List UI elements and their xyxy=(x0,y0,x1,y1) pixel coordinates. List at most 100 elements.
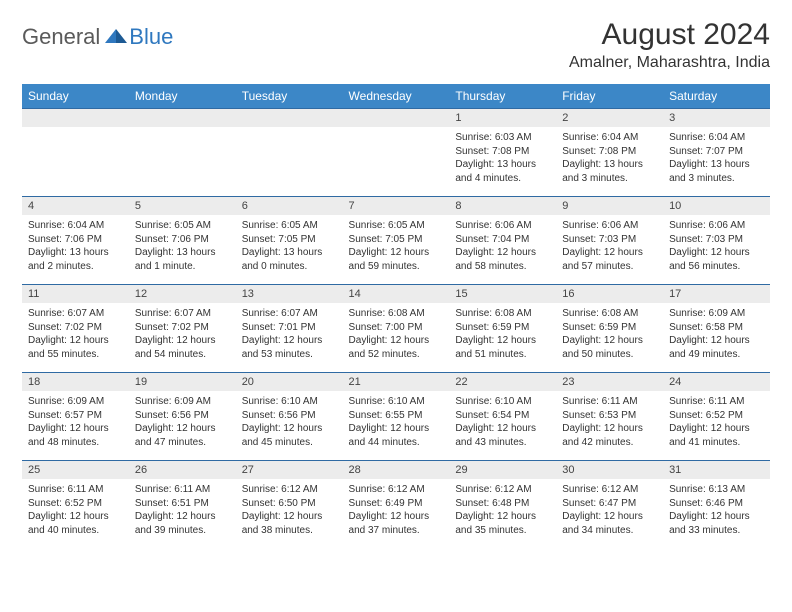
day-number: 26 xyxy=(129,461,236,479)
sunrise-text: Sunrise: 6:08 AM xyxy=(349,307,444,321)
calendar-week-row: 25Sunrise: 6:11 AMSunset: 6:52 PMDayligh… xyxy=(22,461,770,549)
calendar-day-cell: 26Sunrise: 6:11 AMSunset: 6:51 PMDayligh… xyxy=(129,461,236,549)
calendar-day-cell: 19Sunrise: 6:09 AMSunset: 6:56 PMDayligh… xyxy=(129,373,236,461)
day-number: 17 xyxy=(663,285,770,303)
daylight-text: Daylight: 12 hours and 57 minutes. xyxy=(562,246,657,273)
sunset-text: Sunset: 7:03 PM xyxy=(669,233,764,247)
calendar-week-row: 11Sunrise: 6:07 AMSunset: 7:02 PMDayligh… xyxy=(22,285,770,373)
day-number: 5 xyxy=(129,197,236,215)
dayname-sunday: Sunday xyxy=(22,84,129,109)
day-details: Sunrise: 6:11 AMSunset: 6:52 PMDaylight:… xyxy=(22,479,129,543)
sunset-text: Sunset: 6:52 PM xyxy=(28,497,123,511)
day-number: 15 xyxy=(449,285,556,303)
sunrise-text: Sunrise: 6:07 AM xyxy=(28,307,123,321)
calendar-day-cell xyxy=(129,109,236,197)
daylight-text: Daylight: 12 hours and 35 minutes. xyxy=(455,510,550,537)
day-number: 20 xyxy=(236,373,343,391)
calendar-day-cell: 21Sunrise: 6:10 AMSunset: 6:55 PMDayligh… xyxy=(343,373,450,461)
sunset-text: Sunset: 7:02 PM xyxy=(28,321,123,335)
daylight-text: Daylight: 13 hours and 2 minutes. xyxy=(28,246,123,273)
calendar-day-cell: 20Sunrise: 6:10 AMSunset: 6:56 PMDayligh… xyxy=(236,373,343,461)
day-number: 4 xyxy=(22,197,129,215)
daylight-text: Daylight: 12 hours and 38 minutes. xyxy=(242,510,337,537)
calendar-week-row: 18Sunrise: 6:09 AMSunset: 6:57 PMDayligh… xyxy=(22,373,770,461)
calendar-day-cell: 16Sunrise: 6:08 AMSunset: 6:59 PMDayligh… xyxy=(556,285,663,373)
sunrise-text: Sunrise: 6:05 AM xyxy=(135,219,230,233)
day-details: Sunrise: 6:04 AMSunset: 7:06 PMDaylight:… xyxy=(22,215,129,279)
day-number: 8 xyxy=(449,197,556,215)
sunrise-text: Sunrise: 6:06 AM xyxy=(562,219,657,233)
day-details: Sunrise: 6:11 AMSunset: 6:52 PMDaylight:… xyxy=(663,391,770,455)
daylight-text: Daylight: 12 hours and 43 minutes. xyxy=(455,422,550,449)
day-details: Sunrise: 6:13 AMSunset: 6:46 PMDaylight:… xyxy=(663,479,770,543)
calendar-table: Sunday Monday Tuesday Wednesday Thursday… xyxy=(22,84,770,549)
day-number: 29 xyxy=(449,461,556,479)
day-number: 13 xyxy=(236,285,343,303)
daylight-text: Daylight: 12 hours and 37 minutes. xyxy=(349,510,444,537)
day-details: Sunrise: 6:11 AMSunset: 6:53 PMDaylight:… xyxy=(556,391,663,455)
daylight-text: Daylight: 12 hours and 45 minutes. xyxy=(242,422,337,449)
day-number: 7 xyxy=(343,197,450,215)
daylight-text: Daylight: 12 hours and 58 minutes. xyxy=(455,246,550,273)
calendar-day-cell: 7Sunrise: 6:05 AMSunset: 7:05 PMDaylight… xyxy=(343,197,450,285)
day-details: Sunrise: 6:12 AMSunset: 6:50 PMDaylight:… xyxy=(236,479,343,543)
sunset-text: Sunset: 7:03 PM xyxy=(562,233,657,247)
daylight-text: Daylight: 12 hours and 49 minutes. xyxy=(669,334,764,361)
calendar-day-cell: 27Sunrise: 6:12 AMSunset: 6:50 PMDayligh… xyxy=(236,461,343,549)
day-details: Sunrise: 6:10 AMSunset: 6:55 PMDaylight:… xyxy=(343,391,450,455)
sunset-text: Sunset: 7:02 PM xyxy=(135,321,230,335)
logo-triangle-icon xyxy=(105,27,127,48)
daylight-text: Daylight: 12 hours and 54 minutes. xyxy=(135,334,230,361)
day-number: 19 xyxy=(129,373,236,391)
sunrise-text: Sunrise: 6:08 AM xyxy=(455,307,550,321)
daylight-text: Daylight: 12 hours and 48 minutes. xyxy=(28,422,123,449)
calendar-day-cell: 12Sunrise: 6:07 AMSunset: 7:02 PMDayligh… xyxy=(129,285,236,373)
day-number: 30 xyxy=(556,461,663,479)
page-header: General Blue August 2024 Amalner, Mahara… xyxy=(22,18,770,72)
sunset-text: Sunset: 7:01 PM xyxy=(242,321,337,335)
logo: General Blue xyxy=(22,18,173,50)
sunset-text: Sunset: 6:59 PM xyxy=(562,321,657,335)
sunset-text: Sunset: 6:53 PM xyxy=(562,409,657,423)
calendar-day-cell: 11Sunrise: 6:07 AMSunset: 7:02 PMDayligh… xyxy=(22,285,129,373)
day-number xyxy=(343,109,450,127)
sunset-text: Sunset: 6:52 PM xyxy=(669,409,764,423)
calendar-day-cell: 2Sunrise: 6:04 AMSunset: 7:08 PMDaylight… xyxy=(556,109,663,197)
dayname-thursday: Thursday xyxy=(449,84,556,109)
calendar-day-cell: 22Sunrise: 6:10 AMSunset: 6:54 PMDayligh… xyxy=(449,373,556,461)
sunset-text: Sunset: 7:05 PM xyxy=(349,233,444,247)
sunrise-text: Sunrise: 6:06 AM xyxy=(455,219,550,233)
daylight-text: Daylight: 13 hours and 0 minutes. xyxy=(242,246,337,273)
daylight-text: Daylight: 13 hours and 1 minute. xyxy=(135,246,230,273)
day-details: Sunrise: 6:05 AMSunset: 7:05 PMDaylight:… xyxy=(236,215,343,279)
calendar-day-cell: 15Sunrise: 6:08 AMSunset: 6:59 PMDayligh… xyxy=(449,285,556,373)
title-block: August 2024 Amalner, Maharashtra, India xyxy=(569,18,770,72)
calendar-day-cell: 24Sunrise: 6:11 AMSunset: 6:52 PMDayligh… xyxy=(663,373,770,461)
day-details: Sunrise: 6:04 AMSunset: 7:08 PMDaylight:… xyxy=(556,127,663,191)
sunrise-text: Sunrise: 6:04 AM xyxy=(669,131,764,145)
day-details: Sunrise: 6:06 AMSunset: 7:03 PMDaylight:… xyxy=(663,215,770,279)
calendar-day-cell xyxy=(22,109,129,197)
calendar-week-row: 4Sunrise: 6:04 AMSunset: 7:06 PMDaylight… xyxy=(22,197,770,285)
logo-text-blue: Blue xyxy=(129,24,173,50)
daylight-text: Daylight: 12 hours and 59 minutes. xyxy=(349,246,444,273)
sunrise-text: Sunrise: 6:12 AM xyxy=(349,483,444,497)
day-details: Sunrise: 6:07 AMSunset: 7:02 PMDaylight:… xyxy=(22,303,129,367)
daylight-text: Daylight: 12 hours and 41 minutes. xyxy=(669,422,764,449)
day-details: Sunrise: 6:12 AMSunset: 6:48 PMDaylight:… xyxy=(449,479,556,543)
sunset-text: Sunset: 7:05 PM xyxy=(242,233,337,247)
calendar-day-cell: 13Sunrise: 6:07 AMSunset: 7:01 PMDayligh… xyxy=(236,285,343,373)
day-number: 6 xyxy=(236,197,343,215)
day-details: Sunrise: 6:09 AMSunset: 6:58 PMDaylight:… xyxy=(663,303,770,367)
sunrise-text: Sunrise: 6:08 AM xyxy=(562,307,657,321)
sunrise-text: Sunrise: 6:09 AM xyxy=(669,307,764,321)
dayname-tuesday: Tuesday xyxy=(236,84,343,109)
day-number xyxy=(22,109,129,127)
sunrise-text: Sunrise: 6:03 AM xyxy=(455,131,550,145)
day-number xyxy=(236,109,343,127)
sunset-text: Sunset: 7:08 PM xyxy=(455,145,550,159)
day-number: 3 xyxy=(663,109,770,127)
calendar-day-cell: 25Sunrise: 6:11 AMSunset: 6:52 PMDayligh… xyxy=(22,461,129,549)
daylight-text: Daylight: 13 hours and 3 minutes. xyxy=(669,158,764,185)
dayname-monday: Monday xyxy=(129,84,236,109)
